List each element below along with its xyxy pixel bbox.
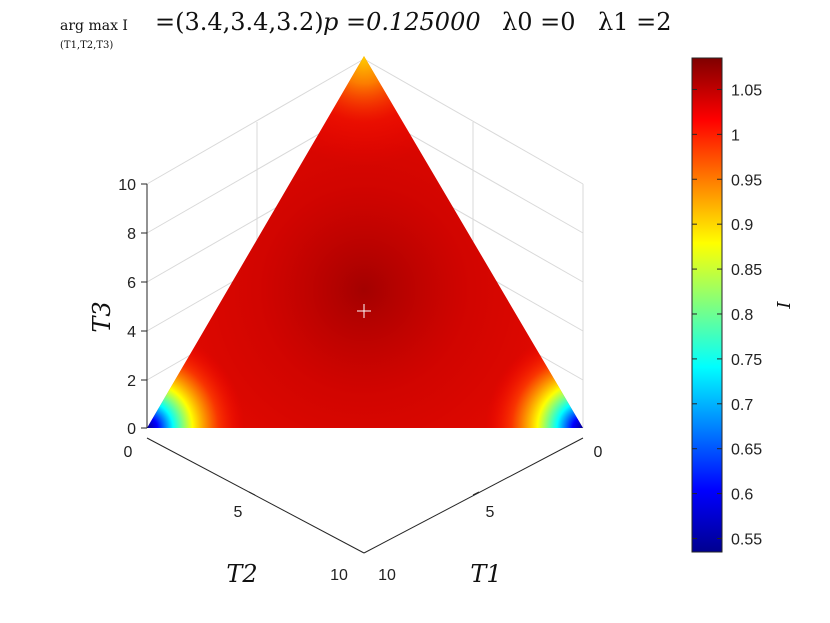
colorbar-tick-label: 0.75 [731,352,762,369]
t2-axis-label: T2 [226,560,257,588]
chart-title: arg max I (T1,T2,T3) =(3.4,3.4,3.2) p =0… [60,8,672,51]
t1-tick-labels: 0 5 10 [378,444,602,584]
title-prefix: arg max I [60,18,128,34]
t2-axis-line [146,437,365,554]
colorbar-tick-label: 0.9 [731,217,753,234]
t3-tick-label: 2 [127,373,136,390]
t2-tick-label: 0 [124,444,133,461]
title-lambda1: λ1 =2 [598,8,672,36]
t3-tick-label: 10 [118,177,136,194]
t3-tick-labels: 0 2 4 6 8 10 [118,177,136,438]
t3-tick-label: 4 [127,324,136,341]
t3-tick-label: 0 [127,421,136,438]
colorbar-tick-label: 0.85 [731,262,762,279]
t3-tick-label: 8 [127,226,136,243]
colorbar-tick-label: 0.55 [731,532,762,549]
colorbar-tick-label: 1 [731,127,740,144]
t1-axis-label: T1 [470,560,501,588]
colorbar-frame [691,57,723,553]
colorbar-tick-label: 1.05 [731,82,762,99]
grid-line [363,58,584,185]
colorbar-tick-label: 0.65 [731,442,762,459]
t1-tick-label: 5 [486,504,495,521]
colorbar: 0.55 0.6 0.65 0.7 0.75 0.8 0.85 0.9 0.95 1 1.05 I [691,57,795,553]
argmax-marker [357,304,371,318]
title-subscript: (T1,T2,T3) [60,40,113,51]
colorbar-tick-labels: 0.55 0.6 0.65 0.7 0.75 0.8 0.85 0.9 0.95 1 1.05 [731,82,762,548]
t2-tick-label: 10 [330,567,348,584]
title-lambda0: λ0 =0 [502,8,576,36]
t1-tick-label: 10 [378,567,396,584]
title-p: p =0.125000 [323,8,481,36]
axis-lines [141,183,584,554]
t3-tick-label: 6 [127,275,136,292]
colorbar-ticks [692,88,722,540]
colorbar-tick-label: 0.95 [731,172,762,189]
t3-axis-label: T3 [88,301,116,332]
grid-line [146,58,365,185]
colorbar-tick-label: 0.7 [731,397,753,414]
colorbar-tick-label: 0.8 [731,307,753,324]
colorbar-tick-label: 0.6 [731,487,753,504]
t2-tick-label: 5 [234,504,243,521]
t1-axis-line [363,437,584,554]
simplex-surface [147,56,583,428]
colorbar-label: I [774,301,795,310]
colorbar-gradient [692,58,722,552]
t2-tick-labels: 0 5 10 [124,444,348,584]
title-argmax: =(3.4,3.4,3.2) [155,8,324,36]
t1-tick-label: 0 [594,444,603,461]
